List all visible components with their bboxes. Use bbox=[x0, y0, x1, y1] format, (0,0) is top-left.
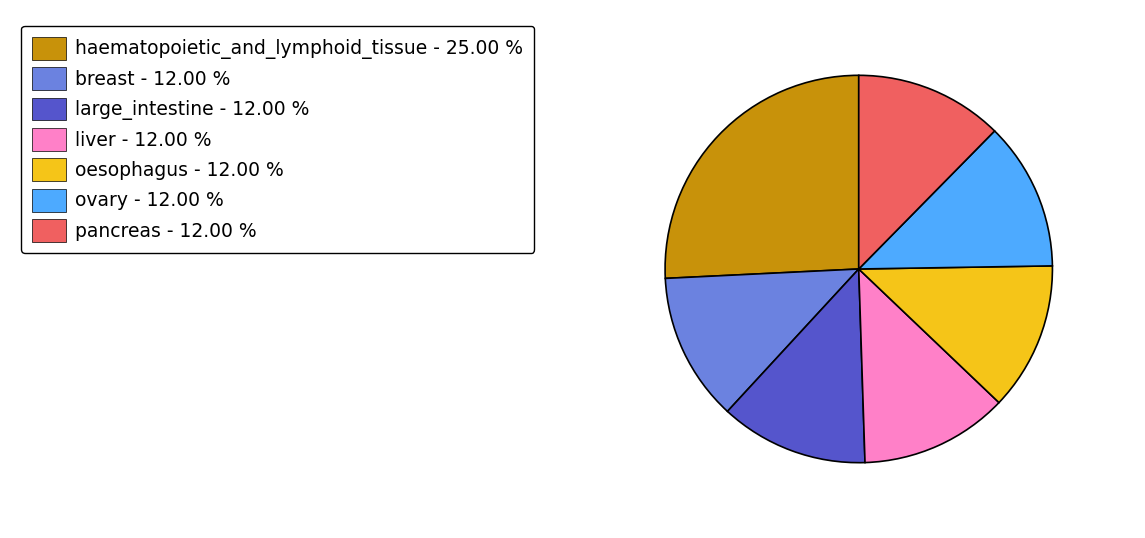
Wedge shape bbox=[665, 75, 859, 278]
Legend: haematopoietic_and_lymphoid_tissue - 25.00 %, breast - 12.00 %, large_intestine : haematopoietic_and_lymphoid_tissue - 25.… bbox=[21, 25, 535, 253]
Wedge shape bbox=[859, 269, 998, 463]
Wedge shape bbox=[859, 266, 1052, 402]
Wedge shape bbox=[665, 269, 859, 412]
Wedge shape bbox=[859, 131, 1052, 269]
Wedge shape bbox=[727, 269, 864, 463]
Wedge shape bbox=[859, 75, 995, 269]
